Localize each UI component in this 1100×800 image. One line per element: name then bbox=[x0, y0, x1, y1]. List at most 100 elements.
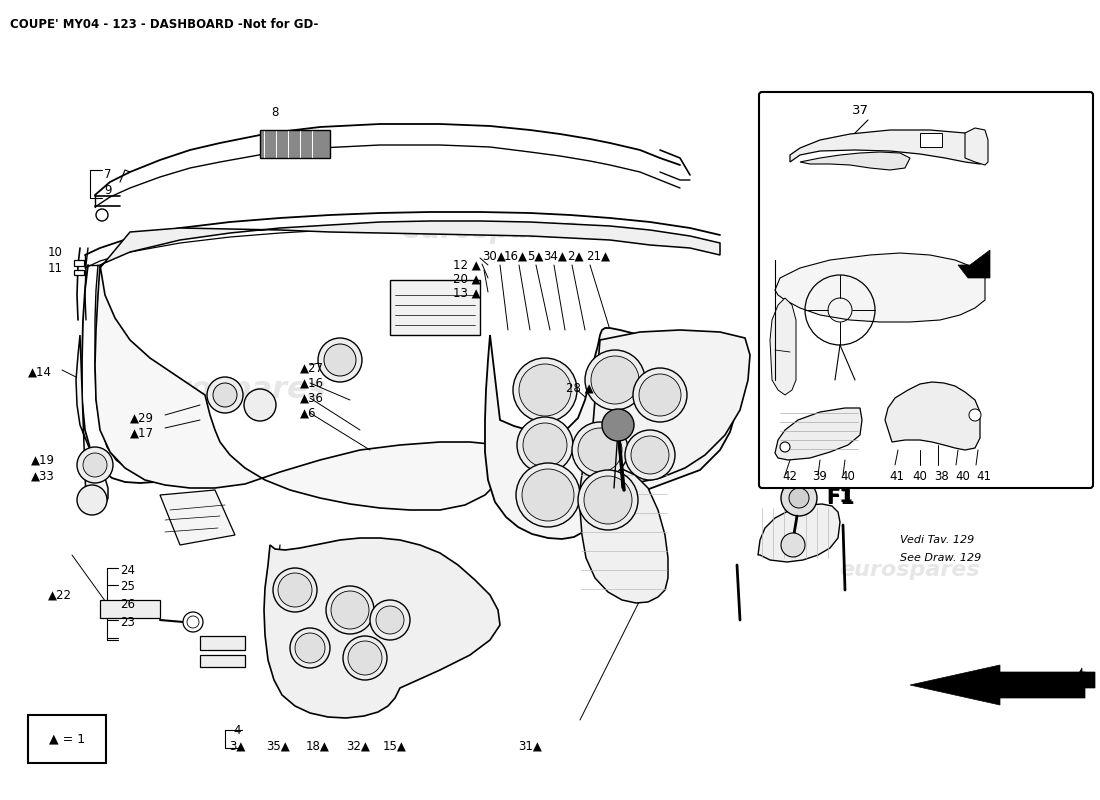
Circle shape bbox=[602, 409, 634, 441]
Text: 34▲: 34▲ bbox=[543, 250, 566, 262]
Text: ▲29: ▲29 bbox=[130, 411, 154, 425]
Text: 5▲: 5▲ bbox=[527, 250, 543, 262]
Text: 4: 4 bbox=[233, 723, 241, 737]
Circle shape bbox=[578, 470, 638, 530]
Text: See Draw. 129: See Draw. 129 bbox=[900, 553, 981, 563]
Polygon shape bbox=[76, 335, 108, 510]
Circle shape bbox=[331, 591, 368, 629]
Text: 2▲: 2▲ bbox=[566, 250, 583, 262]
Text: ▲33: ▲33 bbox=[31, 470, 55, 482]
Polygon shape bbox=[1075, 668, 1094, 692]
Circle shape bbox=[348, 641, 382, 675]
Circle shape bbox=[516, 463, 580, 527]
Polygon shape bbox=[958, 250, 990, 278]
Polygon shape bbox=[965, 128, 988, 165]
Circle shape bbox=[519, 364, 571, 416]
Text: 10: 10 bbox=[47, 246, 63, 258]
Bar bbox=[200, 655, 245, 667]
Circle shape bbox=[77, 447, 113, 483]
Text: COUPE' MY04 - 123 - DASHBOARD -Not for GD-: COUPE' MY04 - 123 - DASHBOARD -Not for G… bbox=[10, 18, 318, 31]
Circle shape bbox=[82, 453, 107, 477]
Circle shape bbox=[585, 350, 645, 410]
Text: 21▲: 21▲ bbox=[586, 250, 611, 262]
Circle shape bbox=[295, 633, 324, 663]
Text: 41: 41 bbox=[977, 470, 991, 483]
Circle shape bbox=[781, 480, 817, 516]
Text: 32▲: 32▲ bbox=[346, 739, 370, 753]
Circle shape bbox=[318, 338, 362, 382]
Circle shape bbox=[517, 417, 573, 473]
FancyBboxPatch shape bbox=[759, 92, 1093, 488]
Text: ▲27: ▲27 bbox=[300, 362, 324, 374]
Text: ▲16: ▲16 bbox=[300, 377, 324, 390]
Circle shape bbox=[324, 344, 356, 376]
Circle shape bbox=[572, 422, 628, 478]
Text: F1: F1 bbox=[826, 488, 855, 508]
Polygon shape bbox=[264, 538, 500, 718]
Polygon shape bbox=[776, 408, 862, 460]
Polygon shape bbox=[886, 382, 980, 450]
Circle shape bbox=[187, 616, 199, 628]
Polygon shape bbox=[590, 330, 750, 483]
Polygon shape bbox=[100, 221, 721, 268]
Circle shape bbox=[780, 442, 790, 452]
Text: eurospares: eurospares bbox=[790, 330, 931, 350]
Circle shape bbox=[244, 389, 276, 421]
Circle shape bbox=[625, 430, 675, 480]
Polygon shape bbox=[160, 490, 235, 545]
Text: 41: 41 bbox=[890, 470, 904, 483]
Text: ▲17: ▲17 bbox=[130, 426, 154, 439]
Text: 40: 40 bbox=[840, 470, 856, 483]
Text: 3▲: 3▲ bbox=[229, 739, 245, 753]
Circle shape bbox=[77, 485, 107, 515]
Text: ▲22: ▲22 bbox=[48, 589, 72, 602]
Text: ▲6: ▲6 bbox=[300, 406, 317, 419]
Text: 40: 40 bbox=[913, 470, 927, 483]
Circle shape bbox=[781, 533, 805, 557]
Text: 8: 8 bbox=[272, 106, 278, 118]
Bar bbox=[920, 133, 942, 147]
Text: Vedi Tav. 129: Vedi Tav. 129 bbox=[900, 535, 975, 545]
Text: ▲19: ▲19 bbox=[31, 454, 55, 466]
Circle shape bbox=[522, 423, 566, 467]
Text: 18▲: 18▲ bbox=[306, 739, 330, 753]
Bar bbox=[28, 715, 106, 763]
Circle shape bbox=[578, 428, 621, 472]
Circle shape bbox=[273, 568, 317, 612]
Polygon shape bbox=[910, 665, 1085, 705]
Text: 7: 7 bbox=[104, 169, 112, 182]
Bar bbox=[74, 260, 84, 266]
Polygon shape bbox=[770, 298, 796, 395]
Circle shape bbox=[522, 469, 574, 521]
Text: 31▲: 31▲ bbox=[518, 739, 542, 753]
Circle shape bbox=[584, 476, 632, 524]
Circle shape bbox=[513, 358, 578, 422]
Polygon shape bbox=[790, 130, 984, 164]
Text: 11: 11 bbox=[47, 262, 63, 274]
Text: 12 ▲: 12 ▲ bbox=[453, 258, 481, 271]
Text: F1: F1 bbox=[826, 486, 854, 506]
Polygon shape bbox=[485, 328, 735, 539]
Text: ▲ = 1: ▲ = 1 bbox=[48, 733, 85, 746]
Circle shape bbox=[213, 383, 236, 407]
Bar bbox=[390, 280, 480, 335]
Text: 38: 38 bbox=[935, 470, 949, 483]
Text: 23: 23 bbox=[120, 615, 135, 629]
Text: 37: 37 bbox=[851, 103, 869, 117]
Bar bbox=[200, 636, 245, 650]
Text: 20 ▲: 20 ▲ bbox=[453, 273, 481, 286]
Text: 40: 40 bbox=[956, 470, 970, 483]
Circle shape bbox=[343, 636, 387, 680]
Text: 39: 39 bbox=[813, 470, 827, 483]
Bar bbox=[100, 600, 160, 618]
Polygon shape bbox=[776, 253, 984, 322]
Text: 16▲: 16▲ bbox=[504, 250, 528, 262]
Text: 28 ▲: 28 ▲ bbox=[566, 382, 594, 394]
Circle shape bbox=[326, 586, 374, 634]
Circle shape bbox=[207, 377, 243, 413]
Text: ▲36: ▲36 bbox=[300, 391, 323, 405]
Circle shape bbox=[969, 409, 981, 421]
Polygon shape bbox=[800, 152, 910, 170]
Text: 15▲: 15▲ bbox=[383, 739, 407, 753]
Text: 24: 24 bbox=[120, 563, 135, 577]
